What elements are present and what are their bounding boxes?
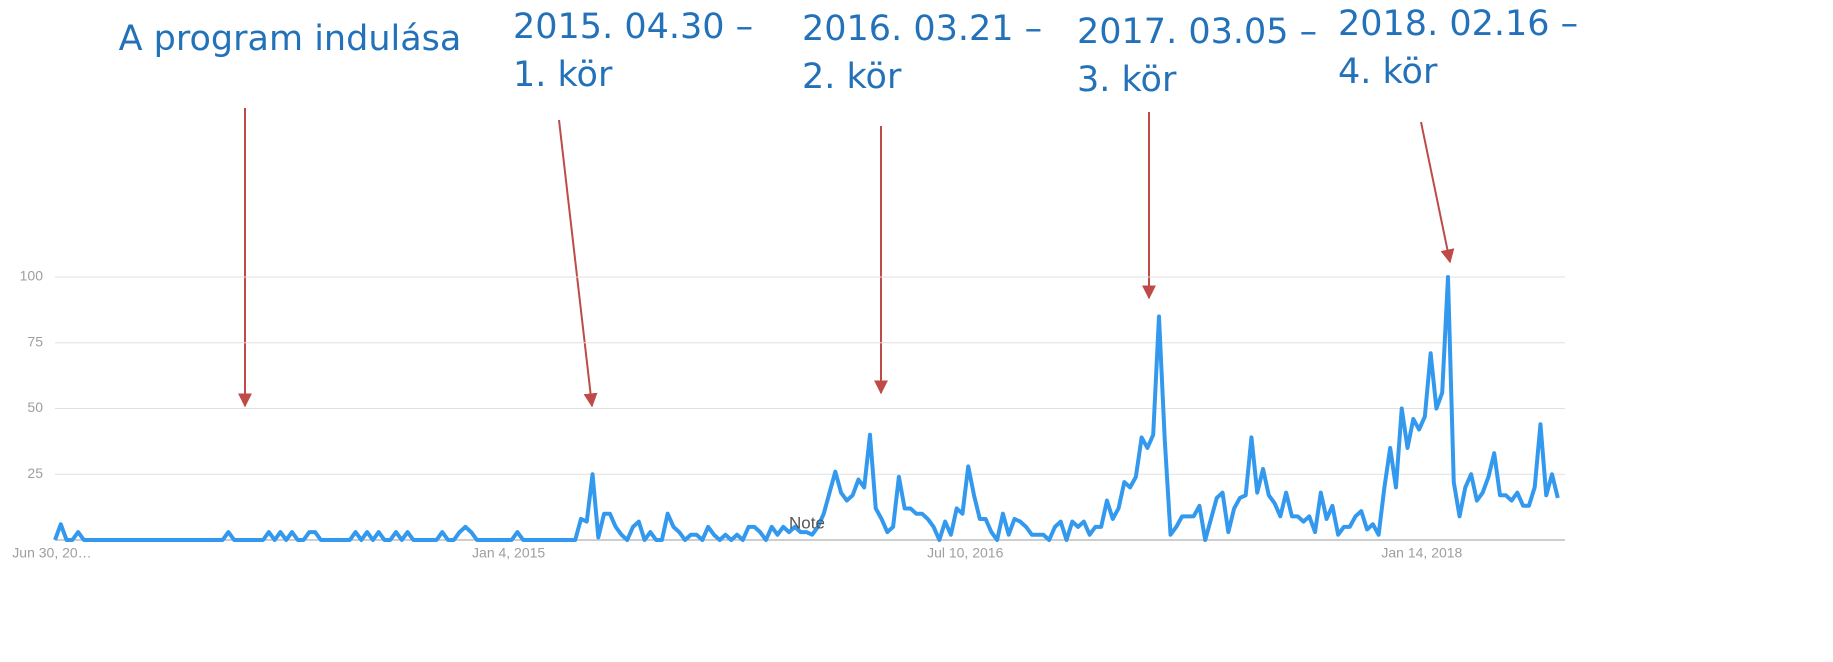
trend-line xyxy=(53,275,1560,542)
annotation: 2016. 03.21 – xyxy=(802,9,1042,49)
annotation: 4. kör xyxy=(1338,52,1438,92)
x-tick-label: Jan 4, 2015 xyxy=(472,545,545,561)
annotation: 2015. 04.30 – xyxy=(513,7,753,47)
annotation: 2018. 02.16 – xyxy=(1338,4,1578,44)
arrows xyxy=(238,108,1455,408)
annotation: 2. kör xyxy=(802,57,902,97)
y-tick-label: 50 xyxy=(27,399,43,415)
annotation: A program indulása xyxy=(119,19,462,59)
annotation: 1. kör xyxy=(513,55,613,95)
arrow xyxy=(558,119,598,408)
x-tick-label: Jul 10, 2016 xyxy=(927,545,1003,561)
annotation: 2017. 03.05 – xyxy=(1077,12,1317,52)
note-label: Note xyxy=(789,513,825,532)
y-tick-label: 100 xyxy=(20,268,44,284)
y-tick-label: 75 xyxy=(27,333,43,349)
annotation: 3. kör xyxy=(1077,60,1177,100)
arrow xyxy=(1420,121,1455,264)
x-tick-label: Jun 30, 20… xyxy=(12,545,91,561)
y-tick-label: 25 xyxy=(27,465,43,481)
x-tick-label: Jan 14, 2018 xyxy=(1381,545,1462,561)
